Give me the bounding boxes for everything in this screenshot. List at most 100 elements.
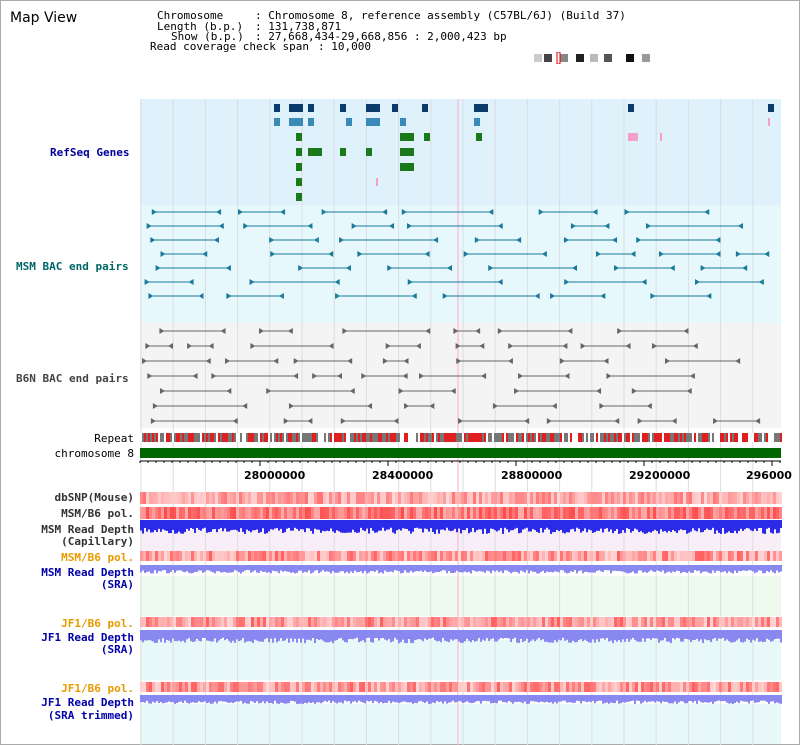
track-label-msm-pol[interactable]: MSM/B6 pol. [61, 507, 134, 520]
heat-cell [359, 492, 362, 504]
depth-bar [728, 695, 730, 704]
depth-bar [334, 695, 336, 703]
track-label-dbsnp[interactable]: dbSNP(Mouse) [54, 491, 134, 504]
depth-bar [702, 630, 704, 644]
track-label-jf1-trim[interactable]: JF1 Read Depth [41, 696, 134, 709]
heat-cell [299, 551, 302, 561]
heat-cell [521, 492, 524, 504]
track-label-msm-bac[interactable]: MSM BAC end pairs [16, 260, 129, 273]
track-label-msm-depth-sra[interactable]: MSM Read Depth [41, 566, 134, 579]
depth-bar [652, 520, 654, 532]
heat-cell [689, 617, 692, 627]
heat-cell [623, 507, 626, 519]
track-label-msm-depth-cap[interactable]: MSM Read Depth [41, 523, 134, 536]
repeat-block [564, 433, 566, 442]
heat-cell [650, 507, 653, 519]
depth-bar [718, 520, 720, 533]
heat-cell [725, 492, 728, 504]
depth-bar [632, 630, 634, 638]
track-label-chromosome[interactable]: chromosome 8 [54, 447, 134, 460]
repeat-block [514, 433, 516, 442]
depth-bar [636, 565, 638, 574]
track-label-repeat[interactable]: Repeat [94, 432, 134, 445]
depth-bar [436, 695, 438, 702]
depth-bar [756, 695, 758, 703]
heat-cell [518, 492, 521, 504]
bac-end [538, 209, 544, 215]
heat-cell [566, 492, 569, 504]
repeat-block [186, 433, 188, 442]
heat-cell [359, 682, 362, 692]
depth-bar [156, 630, 158, 643]
heat-cell [749, 551, 752, 561]
depth-bar [626, 565, 628, 574]
heat-cell [752, 507, 755, 519]
depth-bar [724, 695, 726, 702]
heat-cell [647, 507, 650, 519]
bac-end [595, 251, 601, 257]
repeat-block [156, 433, 158, 442]
depth-bar [768, 630, 770, 640]
depth-bar [680, 630, 682, 642]
heat-cell [500, 492, 503, 504]
depth-bar [590, 520, 592, 531]
depth-bar [574, 565, 576, 570]
depth-bar [776, 520, 778, 534]
depth-bar [518, 520, 520, 534]
track-label-msm-pol-2[interactable]: MSM/B6 pol. [61, 551, 134, 564]
heat-cell [308, 492, 311, 504]
repeat-block [218, 433, 220, 442]
depth-bar [734, 630, 736, 642]
depth-bar [252, 695, 254, 702]
heat-cell [305, 507, 308, 519]
depth-bar [326, 630, 328, 643]
depth-bar [726, 695, 728, 703]
repeat-block [746, 433, 748, 442]
depth-bar [184, 630, 186, 643]
heat-cell [539, 492, 542, 504]
repeat-block [586, 433, 588, 442]
heat-cell [206, 507, 209, 519]
heat-cell [209, 682, 212, 692]
heat-cell [413, 507, 416, 519]
heat-cell [695, 492, 698, 504]
depth-bar [416, 695, 418, 704]
heat-cell [143, 507, 146, 519]
depth-bar [622, 520, 624, 531]
heat-cell [644, 492, 647, 504]
ideogram-band [626, 54, 634, 62]
depth-bar [486, 630, 488, 639]
chromosome-ideogram[interactable] [530, 52, 660, 64]
depth-bar [698, 630, 700, 642]
heat-cell [263, 682, 266, 692]
heat-cell [617, 492, 620, 504]
depth-bar [772, 695, 774, 702]
heat-cell [572, 492, 575, 504]
heat-cell [413, 551, 416, 561]
heat-cell [236, 492, 239, 504]
depth-bar [430, 520, 432, 528]
heat-cell [176, 551, 179, 561]
depth-bar [514, 630, 516, 638]
track-label-jf1-depth[interactable]: JF1 Read Depth [41, 631, 134, 644]
track-label-jf1-pol[interactable]: JF1/B6 pol. [61, 617, 134, 630]
depth-bar [348, 565, 350, 574]
depth-bar [270, 630, 272, 639]
heat-cell [539, 617, 542, 627]
repeat-block [164, 433, 166, 442]
repeat-block [602, 433, 604, 442]
heat-cell [743, 507, 746, 519]
track-label-b6n-bac[interactable]: B6N BAC end pairs [16, 372, 129, 385]
track-label-refseq[interactable]: RefSeq Genes [50, 146, 130, 159]
track-label-jf1-pol-2[interactable]: JF1/B6 pol. [61, 682, 134, 695]
repeat-block [446, 433, 448, 442]
repeat-block [394, 433, 396, 442]
depth-bar [450, 565, 452, 574]
depth-bar [576, 565, 578, 574]
heat-cell [392, 492, 395, 504]
depth-bar [158, 630, 160, 640]
heat-cell [176, 492, 179, 504]
depth-bar [648, 565, 650, 572]
depth-bar [358, 630, 360, 643]
heat-cell [191, 507, 194, 519]
